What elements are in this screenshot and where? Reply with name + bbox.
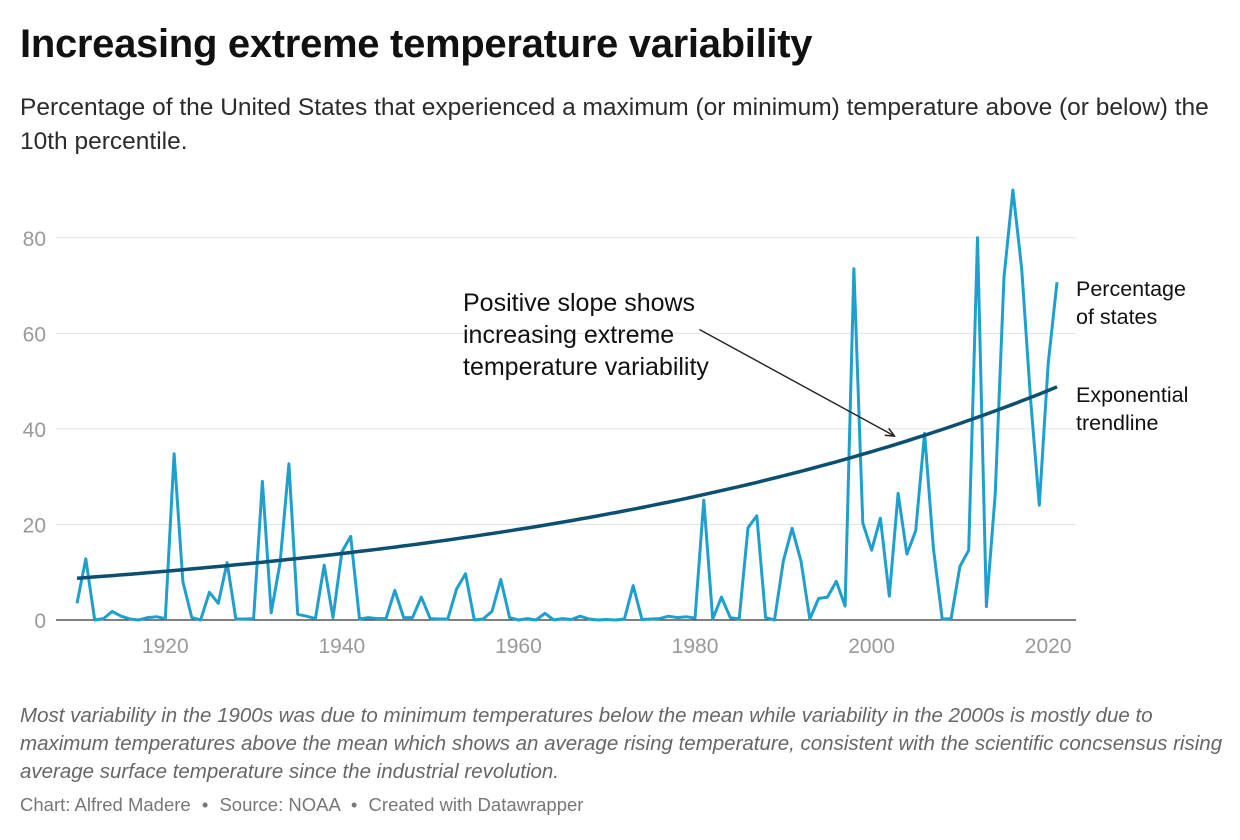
series-label-percentage-of-states: Percentage of states — [1076, 277, 1192, 329]
y-axis-tick-labels: 0 20 40 60 80 — [23, 228, 46, 633]
y-tick-label: 60 — [23, 323, 46, 346]
chart-notes: Most variability in the 1900s was due to… — [20, 704, 1223, 783]
x-tick-label: 2000 — [848, 635, 895, 658]
y-tick-label: 20 — [23, 514, 46, 537]
y-tick-label: 40 — [23, 419, 46, 442]
gridlines — [56, 237, 1076, 621]
footer-chart-credit: Chart: Alfred Madere — [20, 794, 191, 815]
percentage-of-states-line — [75, 188, 1059, 622]
annotation-text: Positive slope shows increasing extreme … — [463, 289, 709, 381]
y-tick-label: 0 — [34, 610, 46, 633]
annotation-line: temperature variability — [463, 353, 709, 381]
chart-subtitle: Percentage of the United States that exp… — [20, 94, 1209, 155]
series-label-line: of states — [1076, 305, 1157, 329]
x-tick-label: 1940 — [319, 635, 366, 658]
footer-source: Source: NOAA — [219, 794, 340, 815]
chart-title: Increasing extreme temperature variabili… — [20, 22, 813, 66]
x-tick-label: 1920 — [142, 635, 189, 658]
x-axis-tick-labels: 1920 1940 1960 1980 2000 2020 — [142, 635, 1072, 658]
series-label-line: Exponential — [1076, 383, 1188, 407]
series-label-exponential-trendline: Exponential trendline — [1076, 383, 1194, 435]
x-tick-label: 1960 — [495, 635, 542, 658]
annotation-line: increasing extreme — [463, 321, 674, 349]
x-tick-label: 2020 — [1025, 635, 1072, 658]
x-tick-label: 1980 — [672, 635, 719, 658]
annotation-arrow — [699, 328, 893, 436]
y-tick-label: 80 — [23, 228, 46, 251]
exponential-trendline — [76, 385, 1058, 580]
footer-separator: • — [201, 794, 209, 815]
footer-separator: • — [350, 794, 358, 815]
line-chart: 0 20 40 60 80 1920 1940 1960 1980 2000 2020 Posit… — [23, 188, 1194, 658]
chart-footer: Chart: Alfred Madere • Source: NOAA • Cr… — [20, 794, 583, 816]
annotation-line: Positive slope shows — [463, 289, 695, 317]
footer-created-with: Created with Datawrapper — [368, 794, 584, 815]
series-label-line: Percentage — [1076, 277, 1186, 301]
series-label-line: trendline — [1076, 411, 1158, 435]
